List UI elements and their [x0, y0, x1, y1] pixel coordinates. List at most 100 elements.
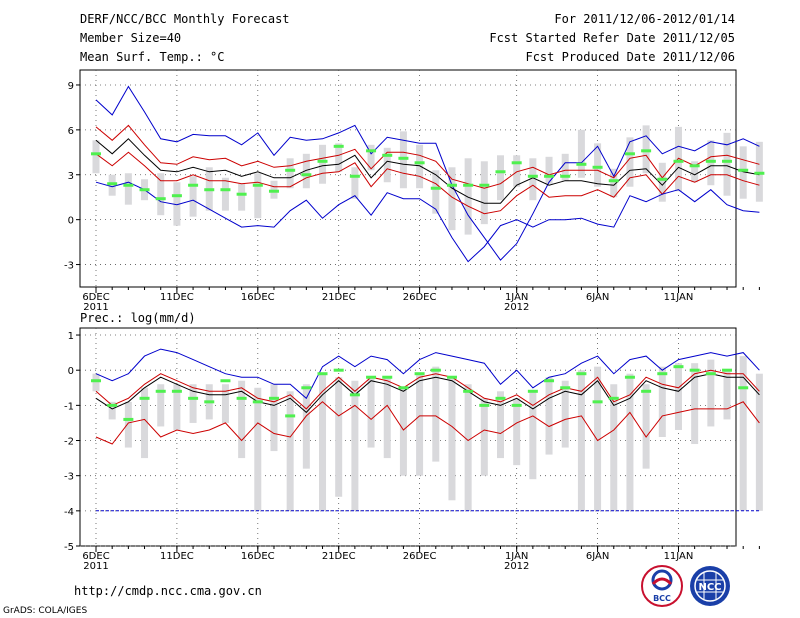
temp-xtick-label-4: 26DEC [403, 292, 437, 303]
temp-ensemble-mark-37 [689, 164, 700, 168]
prec-range-bar-0 [92, 373, 100, 392]
temp-ensemble-mark-16 [349, 174, 360, 178]
prec-xtick-year-5: 2012 [504, 561, 529, 572]
temp-range-bar-31 [594, 143, 602, 187]
prec-range-bar-36 [674, 363, 682, 430]
prec-ensemble-mark-3 [139, 396, 150, 400]
temp-range-bar-13 [302, 153, 310, 189]
precipitation-panel-frame [79, 327, 737, 547]
temp-ensemble-mark-28 [544, 174, 555, 178]
temp-ensemble-mark-10 [252, 183, 263, 187]
temperature-y-ticks: 9 6 3 0 -3 [64, 81, 80, 272]
prec-xtick-label-7: 11JAN [664, 551, 694, 562]
prec-range-bar-38 [707, 359, 715, 427]
prec-ensemble-mark-1 [107, 403, 118, 407]
temp-ensemble-mark-22 [446, 183, 457, 187]
temp-xtick-label-1: 11DEC [160, 292, 194, 303]
temp-range-bar-6 [189, 176, 197, 217]
prec-range-bar-5 [173, 384, 181, 430]
prec-ensemble-mark-25 [495, 396, 506, 400]
temp-xtick-label-2: 16DEC [241, 292, 275, 303]
prec-ytick-label-6: -5 [64, 542, 74, 553]
prec-ytick-label-0: 1 [68, 331, 74, 342]
prec-range-bar-13 [302, 384, 310, 469]
prec-ensemble-mark-38 [705, 372, 716, 376]
prec-ensemble-mark-26 [511, 403, 522, 407]
prec-range-bar-11 [270, 384, 278, 452]
temp-range-bar-35 [658, 162, 666, 202]
temp-ensemble-mark-26 [511, 161, 522, 165]
temp-range-bar-5 [173, 182, 181, 226]
temp-ensemble-mark-41 [754, 171, 765, 175]
prec-range-bar-41 [755, 373, 763, 511]
prec-ensemble-mark-18 [382, 375, 393, 379]
prec-range-bar-19 [399, 387, 407, 476]
prec-max-line [95, 348, 760, 400]
temp-ensemble-mark-39 [722, 159, 733, 163]
prec-range-bar-31 [594, 366, 602, 511]
temp-ytick-label-4: -3 [64, 261, 74, 272]
temp-ensemble-mark-6 [188, 183, 199, 187]
prec-range-bar-18 [383, 377, 391, 459]
prec-lower-line [95, 401, 760, 445]
precipitation-grid [80, 328, 736, 547]
temp-lower-line [95, 151, 760, 215]
temp-ensemble-mark-7 [204, 188, 215, 192]
prec-ensemble-mark-13 [301, 386, 312, 390]
prec-ensemble-mark-37 [689, 368, 700, 372]
prec-ensemble-mark-32 [608, 396, 619, 400]
prec-range-bar-24 [480, 398, 488, 476]
prec-ensemble-mark-9 [236, 396, 247, 400]
prec-range-bar-3 [141, 387, 149, 459]
temp-upper-line [95, 124, 760, 189]
prec-range-bar-4 [157, 384, 165, 427]
temp-ensemble-mark-38 [705, 159, 716, 163]
temp-ensemble-mark-35 [657, 177, 668, 181]
temp-xtick-label-6: 6JAN [586, 292, 609, 303]
fcst-started-label: Fcst Started Refer Date 2011/12/05 [489, 31, 735, 45]
prec-mean-line [95, 373, 760, 414]
temp-ytick-label-3: 0 [68, 216, 74, 227]
prec-xtick-label-2: 16DEC [241, 551, 275, 562]
prec-range-bar-39 [723, 370, 731, 420]
prec-range-bar-2 [124, 401, 132, 448]
prec-range-bar-34 [642, 384, 650, 469]
temp-ensemble-mark-31 [592, 165, 603, 169]
temp-ensemble-mark-27 [527, 174, 538, 178]
prec-range-bar-29 [561, 380, 569, 448]
temp-range-bar-24 [480, 161, 488, 225]
precipitation-series-lines [95, 348, 760, 512]
prec-range-bar-40 [739, 356, 747, 511]
ncc-logo: NCC [690, 566, 730, 606]
temp-ensemble-mark-33 [624, 152, 635, 156]
temp-mean-line [95, 138, 760, 204]
temp-range-bar-4 [157, 173, 165, 216]
temp-range-bar-23 [464, 158, 472, 235]
prec-ensemble-mark-10 [252, 400, 263, 404]
prec-ensemble-mark-21 [430, 368, 441, 372]
prec-range-bar-10 [254, 387, 262, 511]
temp-range-bar-2 [124, 173, 132, 205]
member-size-label: Member Size=40 [80, 31, 181, 45]
temp-range-bar-26 [513, 155, 521, 187]
prec-range-bar-6 [189, 384, 197, 423]
temp-ytick-label-1: 6 [68, 126, 74, 137]
temp-range-bar-40 [739, 146, 747, 199]
temp-xtick-year-5: 2012 [504, 302, 529, 313]
prec-ensemble-mark-40 [738, 386, 749, 390]
prec-ytick-label-5: -4 [64, 507, 74, 518]
temp-range-bar-20 [416, 144, 424, 189]
temp-ensemble-mark-23 [463, 183, 474, 187]
temp-ensemble-mark-1 [107, 182, 118, 186]
temp-range-bar-15 [335, 143, 343, 172]
forecast-range-label: For 2011/12/06-2012/01/14 [554, 12, 735, 26]
temp-ensemble-mark-29 [560, 174, 571, 178]
precipitation-ensemble-marks [91, 365, 749, 421]
temp-ensemble-mark-24 [479, 183, 490, 187]
temp-ensemble-mark-14 [317, 159, 328, 163]
temp-xtick-label-7: 11JAN [664, 292, 694, 303]
prec-ensemble-mark-7 [204, 400, 215, 404]
